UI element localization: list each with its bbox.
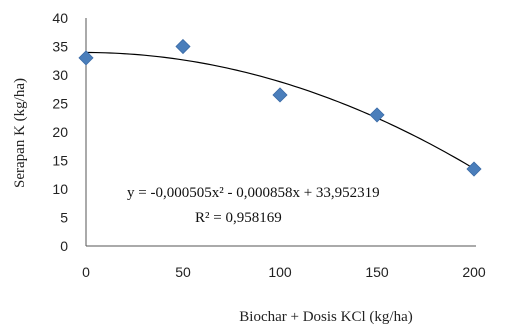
y-tick-label: 40 — [52, 10, 68, 26]
y-axis-title: Serapan K (kg/ha) — [12, 78, 28, 188]
y-tick-label: 25 — [52, 96, 68, 112]
y-tick-label: 35 — [52, 39, 68, 55]
y-tick-label: 15 — [52, 153, 68, 169]
x-tick-label: 0 — [82, 264, 90, 280]
y-tick-label: 20 — [52, 124, 68, 140]
data-point — [78, 50, 94, 66]
r2-label: R² = 0,958169 — [195, 210, 282, 226]
x-tick-label: 200 — [462, 264, 486, 280]
y-tick-label: 5 — [60, 210, 68, 226]
x-axis-title: Biochar + Dosis KCl (kg/ha) — [239, 309, 412, 325]
data-point — [272, 87, 288, 103]
y-tick-label: 30 — [52, 67, 68, 83]
y-tick-label: 0 — [60, 238, 68, 254]
x-tick-label: 150 — [365, 264, 389, 280]
x-tick-label: 100 — [268, 264, 292, 280]
equation-label: y = -0,000505x² - 0,000858x + 33,952319 — [127, 185, 380, 201]
y-tick-label: 10 — [52, 181, 68, 197]
data-point — [466, 161, 482, 177]
data-point — [369, 107, 385, 123]
data-point — [175, 38, 191, 55]
x-tick-label: 50 — [175, 264, 191, 280]
trendline — [85, 51, 475, 170]
